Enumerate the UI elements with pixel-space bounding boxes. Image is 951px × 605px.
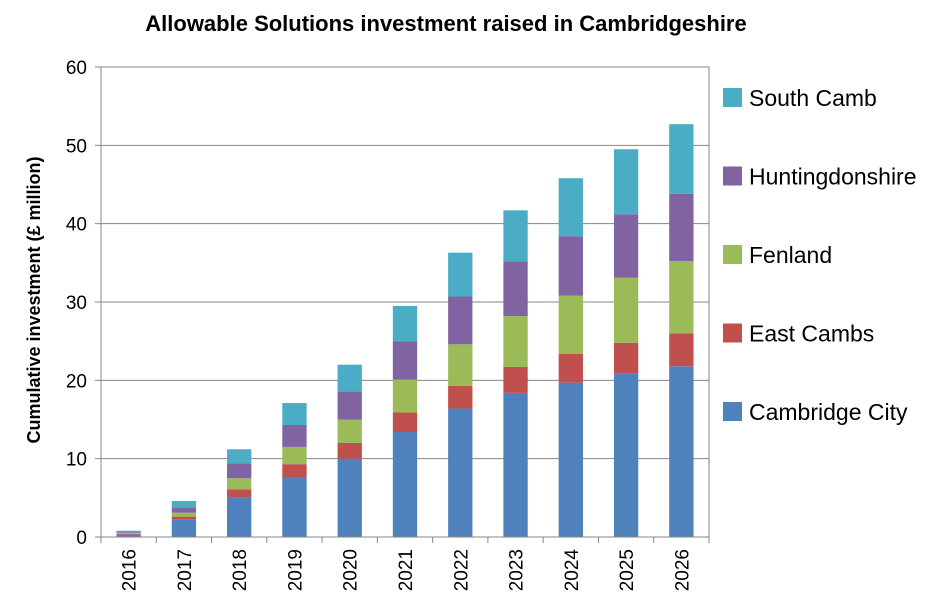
bar-segment <box>613 277 639 343</box>
bar-segment <box>613 373 639 537</box>
legend: South Camb Huntingdonshire Fenland East Cam… <box>723 85 917 425</box>
bar-segment <box>613 149 639 215</box>
chart-title: Allowable Solutions investment raised in… <box>145 11 746 36</box>
bar-segment <box>448 344 473 386</box>
bar-segment <box>448 252 473 297</box>
y-axis-label: Cumulative investment (£ million) <box>24 156 44 443</box>
bar-segment <box>503 261 528 317</box>
bar-segment <box>282 477 307 537</box>
y-tick-label: 10 <box>66 450 87 471</box>
y-tick-label: 50 <box>66 136 87 157</box>
y-tick-label: 20 <box>66 371 87 392</box>
bar-segment <box>171 519 197 537</box>
bar-segment <box>227 449 252 464</box>
bar-segment <box>337 419 362 443</box>
bar-segment <box>337 364 362 392</box>
bar-segment <box>558 382 583 537</box>
legend-swatch <box>723 245 742 264</box>
bar-segment <box>227 463 252 479</box>
bar-segment <box>669 124 694 194</box>
x-tick-label: 2022 <box>451 549 472 591</box>
bar-segment <box>116 534 141 537</box>
bars <box>116 124 694 537</box>
bar-segment <box>613 342 639 374</box>
bar-segment <box>448 408 473 537</box>
legend-swatch <box>723 166 742 186</box>
bar-segment <box>669 193 694 262</box>
x-tick-label: 2020 <box>341 549 362 591</box>
bar-segment <box>116 532 141 534</box>
y-tick-label: 0 <box>76 528 87 549</box>
legend-swatch <box>723 402 742 421</box>
bar-segment <box>171 507 197 513</box>
bar-segment <box>227 489 252 498</box>
bar-segment <box>171 500 197 508</box>
bar-segment <box>282 424 307 447</box>
bar-segment <box>337 391 362 420</box>
x-tick-label: 2025 <box>617 549 638 591</box>
bar-segment <box>392 305 418 342</box>
axes <box>95 66 710 543</box>
bar-segment <box>227 478 252 490</box>
bar-segment <box>392 412 418 433</box>
y-tick-labels: 0 10 20 30 40 50 60 <box>66 58 87 549</box>
x-tick-label: 2026 <box>672 549 693 591</box>
bar-segment <box>503 316 528 368</box>
bar-segment <box>669 333 694 367</box>
x-tick-label: 2023 <box>507 549 528 591</box>
bar-segment <box>171 516 197 520</box>
legend-label: South Camb <box>749 85 877 111</box>
bar-segment <box>503 392 528 537</box>
bar-segment <box>669 366 694 537</box>
legend-swatch <box>723 323 742 343</box>
x-tick-label: 2019 <box>285 549 306 591</box>
legend-label: Cambridge City <box>749 399 908 425</box>
bar-segment <box>392 379 418 413</box>
bar-segment <box>116 530 141 533</box>
y-tick-label: 60 <box>66 58 87 79</box>
bar-segment <box>503 210 528 262</box>
bar-segment <box>558 178 583 237</box>
x-tick-label: 2021 <box>396 549 417 591</box>
legend-label: East Cambs <box>749 321 874 347</box>
x-tick-label: 2017 <box>175 549 196 591</box>
bar-segment <box>448 296 473 345</box>
bar-segment <box>227 497 252 537</box>
bar-segment <box>116 533 141 535</box>
x-tick-labels: 2016 2017 2018 2019 2020 2021 2022 2023 2024 2025… <box>120 549 694 592</box>
bar-segment <box>392 432 418 537</box>
bar-segment <box>392 341 418 380</box>
bar-segment <box>337 443 362 459</box>
bar-segment <box>558 236 583 296</box>
bar-segment <box>116 533 141 534</box>
bar-segment <box>558 295 583 354</box>
bar-segment <box>337 458 362 537</box>
bar-segment <box>669 261 694 334</box>
bar-segment <box>282 464 307 478</box>
bar-segment <box>503 367 528 393</box>
y-tick-label: 40 <box>66 215 87 236</box>
legend-swatch <box>723 88 742 107</box>
y-tick-label: 30 <box>66 293 87 314</box>
legend-label: Huntingdonshire <box>749 164 917 190</box>
x-tick-label: 2018 <box>230 549 251 591</box>
bar-segment <box>613 214 639 278</box>
bar-segment <box>558 353 583 383</box>
bar-segment <box>282 403 307 425</box>
bar-segment <box>448 385 473 409</box>
bar-segment <box>171 512 197 517</box>
legend-label: Fenland <box>749 242 832 268</box>
x-tick-label: 2024 <box>562 549 583 592</box>
x-tick-label: 2016 <box>120 549 141 591</box>
bar-segment <box>282 446 307 465</box>
